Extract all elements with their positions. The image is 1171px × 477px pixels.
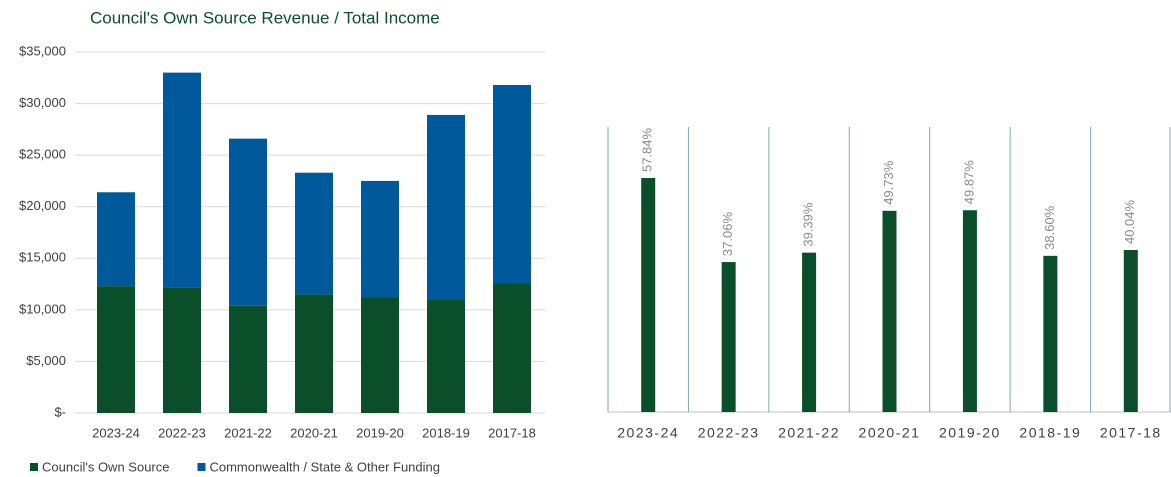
bar xyxy=(802,252,817,412)
bar-segment xyxy=(97,192,135,287)
value-label: 38.60% xyxy=(1042,205,1057,250)
y-tick-label: $25,000 xyxy=(19,147,66,162)
bar xyxy=(962,210,977,412)
bar-segment xyxy=(97,286,135,413)
bar-segment xyxy=(295,294,333,413)
y-tick-label: $5,000 xyxy=(26,353,66,368)
y-tick-label: $15,000 xyxy=(19,250,66,265)
legend-label: Council's Own Source xyxy=(42,459,169,474)
x-tick-label: 2022-23 xyxy=(698,425,760,441)
value-label: 37.06% xyxy=(720,212,735,257)
bar-segment xyxy=(163,72,201,288)
x-tick-label: 2018-19 xyxy=(422,425,470,440)
y-tick-label: $10,000 xyxy=(19,301,66,316)
bar xyxy=(882,210,897,412)
value-label: 49.73% xyxy=(881,160,896,205)
x-tick-label: 2018-19 xyxy=(1019,425,1081,441)
bar xyxy=(641,178,656,412)
x-tick-label: 2019-20 xyxy=(939,425,1001,441)
bar xyxy=(1043,255,1058,412)
legend-swatch xyxy=(197,463,206,471)
y-tick-label: $30,000 xyxy=(19,95,66,110)
x-tick-label: 2021-22 xyxy=(224,425,272,440)
bar-segment xyxy=(427,299,465,413)
bar-segment xyxy=(295,172,333,295)
x-tick-label: 2017-18 xyxy=(1100,425,1162,441)
x-tick-label: 2023-24 xyxy=(92,425,140,440)
bar xyxy=(721,262,736,412)
y-tick-label: $20,000 xyxy=(19,198,66,213)
bar xyxy=(1123,250,1138,412)
x-tick-label: 2021-22 xyxy=(778,425,840,441)
bar-segment xyxy=(229,305,267,413)
bar-segment xyxy=(361,297,399,413)
x-tick-label: 2017-18 xyxy=(488,425,536,440)
x-tick-label: 2023-24 xyxy=(617,425,679,441)
bar-segment xyxy=(361,180,399,298)
x-tick-label: 2020-21 xyxy=(859,425,921,441)
bar-segment xyxy=(229,138,267,306)
bar-segment xyxy=(163,287,201,413)
y-tick-label: $- xyxy=(54,404,66,419)
bar-segment xyxy=(493,85,531,284)
x-tick-label: 2022-23 xyxy=(158,425,206,440)
bar-segment xyxy=(493,283,531,413)
legend-label: Commonwealth / State & Other Funding xyxy=(209,459,440,474)
x-tick-label: 2019-20 xyxy=(356,425,404,440)
y-tick-label: $35,000 xyxy=(19,43,66,58)
value-label: 57.84% xyxy=(640,127,655,172)
value-label: 40.04% xyxy=(1122,199,1137,244)
bar-segment xyxy=(427,114,465,300)
legend-swatch xyxy=(30,463,38,471)
chart-title: Council's Own Source Revenue / Total Inc… xyxy=(90,8,440,27)
value-label: 49.87% xyxy=(961,160,976,205)
x-tick-label: 2020-21 xyxy=(290,425,338,440)
value-label: 39.39% xyxy=(801,202,816,247)
